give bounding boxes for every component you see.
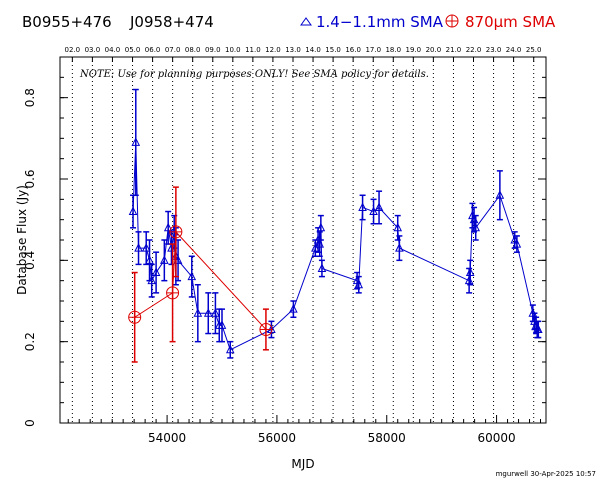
data-point xyxy=(495,190,505,199)
top-tick-label: 18.0 xyxy=(385,46,401,54)
data-point xyxy=(141,243,151,252)
top-tick-label: 02.0 xyxy=(65,46,81,54)
series-line xyxy=(132,142,539,351)
data-point xyxy=(193,308,203,317)
top-tick-label: 22.0 xyxy=(466,46,482,54)
data-point xyxy=(393,222,403,232)
top-tick-label: 03.0 xyxy=(85,46,101,54)
top-tick-label: 12.0 xyxy=(265,46,281,54)
legend-high: 870μm SMA xyxy=(445,13,556,31)
data-point xyxy=(131,137,141,146)
data-point xyxy=(395,243,404,252)
y-tick-label: 0.2 xyxy=(23,332,37,351)
axes: 02.0 03.0 04.0 05.0 06.0 07.0 08.0 09.0 10.0 11.0… xyxy=(15,46,546,471)
top-tick-label: 20.0 xyxy=(426,46,442,54)
data-point xyxy=(225,344,235,354)
data-point xyxy=(217,320,227,329)
top-tick-label: 17.0 xyxy=(365,46,381,54)
data-point xyxy=(151,267,161,277)
legend-triangle-icon xyxy=(300,17,312,26)
top-tick-label: 19.0 xyxy=(406,46,422,54)
series-layer xyxy=(128,88,543,363)
top-tick-label: 10.0 xyxy=(225,46,241,54)
top-tick-label: 21.0 xyxy=(446,46,462,54)
data-point xyxy=(211,308,220,317)
data-point xyxy=(465,267,475,277)
x-tick-label: 54000 xyxy=(148,431,186,445)
data-point xyxy=(187,271,197,281)
legend-low: 1.4−1.1mm SMA xyxy=(300,13,444,31)
data-point xyxy=(354,279,364,289)
x-axis-label: MJD xyxy=(291,457,314,471)
top-tick-label: 06.0 xyxy=(145,46,161,54)
data-point xyxy=(203,308,213,317)
credit-label: mgurwell 30-Apr-2025 10:57 xyxy=(496,470,596,478)
data-point xyxy=(134,243,143,252)
source1-label: B0955+476 xyxy=(22,13,112,31)
series-high xyxy=(128,186,273,363)
data-point xyxy=(160,255,169,264)
top-tick-label: 16.0 xyxy=(345,46,361,54)
y-tick-label: 0.8 xyxy=(23,88,37,107)
top-tick-label: 09.0 xyxy=(205,46,221,54)
top-tick-label: 23.0 xyxy=(486,46,502,54)
data-point xyxy=(163,222,173,232)
data-point xyxy=(471,222,481,232)
top-tick-label: 25.0 xyxy=(526,46,542,54)
source2-label: J0958+474 xyxy=(129,13,214,31)
top-tick-label: 14.0 xyxy=(305,46,321,54)
top-tick-label: 07.0 xyxy=(165,46,181,54)
planning-note: NOTE: Use for planning purposes ONLY! Se… xyxy=(79,69,429,80)
top-tick-label: 15.0 xyxy=(325,46,341,54)
y-tick-label: 0 xyxy=(23,419,37,427)
legend-high-label: 870μm SMA xyxy=(465,13,556,31)
legend-low-label: 1.4−1.1mm SMA xyxy=(316,13,444,31)
data-point xyxy=(512,238,522,248)
series-low xyxy=(128,88,543,359)
top-tick-label: 04.0 xyxy=(105,46,121,54)
data-point xyxy=(534,324,543,333)
x-tick-label: 58000 xyxy=(368,431,406,445)
y-axis-label: Database Flux (Jy) xyxy=(15,185,29,295)
y-tick-label: 0.6 xyxy=(23,169,37,188)
y-tick-label: 0.4 xyxy=(23,251,37,270)
gridlines xyxy=(71,57,535,423)
data-point xyxy=(145,255,154,264)
data-point xyxy=(311,243,320,252)
data-point xyxy=(147,275,157,285)
data-point xyxy=(316,222,326,232)
data-point xyxy=(374,202,384,211)
top-tick-label: 05.0 xyxy=(125,46,141,54)
series-line xyxy=(134,230,267,330)
top-tick-label: 11.0 xyxy=(245,46,261,54)
x-tick-label: 60000 xyxy=(477,431,515,445)
top-tick-label: 08.0 xyxy=(185,46,201,54)
x-tick-label: 56000 xyxy=(258,431,296,445)
data-point xyxy=(128,206,138,216)
top-tick-label: 24.0 xyxy=(506,46,522,54)
data-point xyxy=(289,304,298,313)
data-point xyxy=(315,238,325,248)
data-point xyxy=(358,202,367,211)
data-point xyxy=(317,263,327,272)
top-tick-label: 13.0 xyxy=(285,46,301,54)
data-point xyxy=(369,206,378,216)
